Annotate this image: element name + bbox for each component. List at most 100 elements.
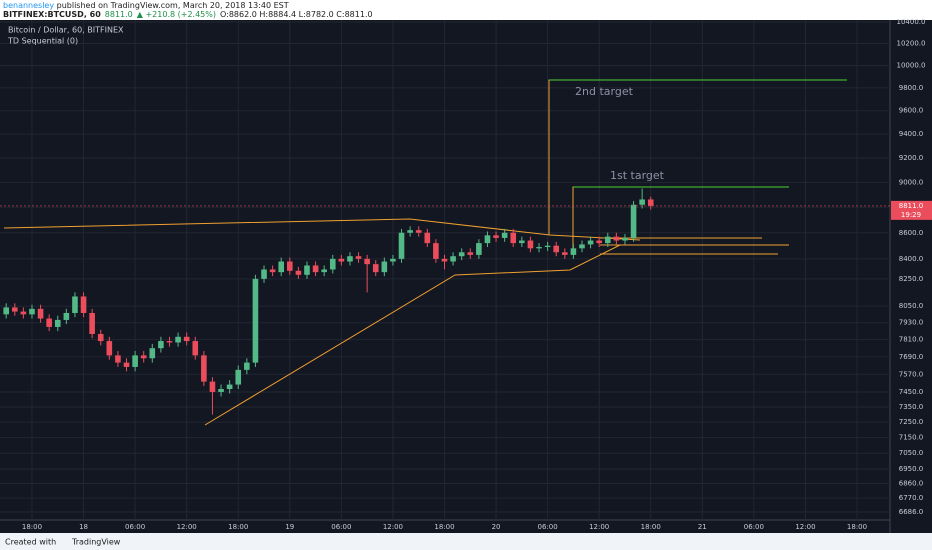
- publish-line: benannesley published on TradingView.com…: [3, 1, 289, 10]
- candle-body: [235, 369, 242, 385]
- y-tick-label: 7930.0: [899, 319, 924, 327]
- candle-body: [295, 270, 302, 275]
- candle-body: [218, 389, 224, 392]
- candle-body: [37, 308, 44, 319]
- candle-body: [287, 261, 293, 271]
- y-tick-label: 9800.0: [899, 84, 924, 92]
- candle-body: [97, 333, 104, 342]
- candle-body: [596, 240, 602, 244]
- candle-body: [458, 252, 465, 257]
- y-tick-label: 7050.0: [899, 449, 924, 457]
- candle-body: [622, 237, 628, 241]
- y-tick-label: 9000.0: [899, 178, 924, 186]
- candle-body: [278, 261, 285, 273]
- x-tick-label: 12:00: [177, 523, 197, 531]
- y-tick-label: 6770.0: [899, 494, 924, 502]
- y-tick-label: 8050.0: [899, 302, 924, 310]
- symbol: BITFINEX:BTCUSD, 60: [3, 10, 101, 19]
- y-tick-label: 7450.0: [899, 388, 924, 396]
- published: published on TradingView.com, March 20, …: [54, 1, 289, 10]
- candle-body: [304, 265, 310, 275]
- candle-body: [54, 319, 61, 327]
- candle-body: [149, 348, 156, 359]
- x-tick-label: 06:00: [125, 523, 145, 531]
- y-tick-label: 9200.0: [899, 154, 924, 162]
- candle-body: [329, 258, 336, 270]
- candle-body: [29, 308, 35, 315]
- x-tick-label: 12:00: [589, 523, 609, 531]
- y-tick-label: 6686.0: [899, 508, 924, 516]
- y-tick-label: 8400.0: [899, 255, 924, 263]
- drawings: [3, 79, 847, 426]
- candle-body: [175, 336, 181, 343]
- x-tick-label: 21: [698, 523, 707, 531]
- candle-body: [527, 240, 534, 249]
- candle-body: [106, 341, 113, 356]
- y-tick-label: 10400.0: [897, 18, 926, 26]
- candle-body: [433, 243, 439, 259]
- y-tick-label: 7250.0: [899, 418, 924, 426]
- candle-body: [89, 312, 95, 334]
- legend-entry: TD Sequential (0): [7, 37, 78, 46]
- candle-body: [604, 236, 611, 244]
- candle-body: [201, 355, 207, 382]
- candle-body: [364, 258, 370, 265]
- candle-body: [450, 256, 456, 262]
- candle-body: [158, 341, 164, 349]
- x-tick-label: 12:00: [383, 523, 403, 531]
- candle-body: [355, 256, 362, 259]
- countdown: 19:29: [901, 211, 921, 219]
- x-tick-label: 06:00: [331, 523, 351, 531]
- candle-body: [244, 362, 250, 370]
- candle-body: [63, 312, 70, 320]
- y-tick-label: 10200.0: [897, 39, 926, 47]
- candle-body: [647, 199, 654, 206]
- candle-body: [390, 258, 396, 262]
- ohlc: O:8862.0 H:8884.4 L:8782.0 C:8811.0: [220, 10, 373, 19]
- candle-body: [639, 199, 645, 205]
- candle-body: [209, 381, 216, 392]
- x-tick-label: 18:00: [22, 523, 42, 531]
- candle-body: [510, 232, 517, 244]
- candle-body: [587, 240, 594, 245]
- x-tick-label: 20: [492, 523, 501, 531]
- x-tick-label: 12:00: [795, 523, 815, 531]
- footer-created: Created with: [5, 538, 56, 547]
- candle-body: [441, 258, 448, 262]
- y-tick-label: 8250.0: [899, 275, 924, 283]
- candle-body: [80, 296, 87, 313]
- y-tick-label: 6950.0: [899, 465, 924, 473]
- candle-body: [415, 230, 422, 233]
- y-tick-label: 7150.0: [899, 434, 924, 442]
- candle-body: [553, 245, 560, 253]
- candle-body: [467, 252, 474, 255]
- header-bg: [0, 0, 932, 20]
- grid: [0, 20, 890, 520]
- x-tick-label: 06:00: [744, 523, 764, 531]
- y-tick-label: 6860.0: [899, 480, 924, 488]
- change: ▲ +210.8 (+2.45%): [137, 10, 216, 19]
- candle-body: [132, 355, 138, 367]
- candle-body: [424, 232, 431, 244]
- candle-body: [312, 265, 319, 273]
- y-tick-label: 7690.0: [899, 353, 924, 361]
- candle-body: [261, 269, 267, 279]
- y-tick-label: 10000.0: [897, 61, 926, 69]
- x-tick-label: 18:00: [434, 523, 454, 531]
- x-tick-label: 06:00: [538, 523, 558, 531]
- y-tick-label: 7570.0: [899, 370, 924, 378]
- y-tick-label: 7350.0: [899, 403, 924, 411]
- candle-body: [192, 341, 199, 356]
- candle-body: [338, 258, 345, 262]
- candle-body: [347, 256, 353, 262]
- candle-body: [46, 318, 52, 327]
- author: benannesley: [3, 1, 54, 10]
- candle-body: [570, 248, 577, 255]
- y-tick-label: 7810.0: [899, 336, 924, 344]
- trend-line: [3, 218, 641, 241]
- y-tick-label: 9600.0: [899, 107, 924, 115]
- candle-body: [407, 230, 413, 233]
- candle-body: [226, 384, 233, 390]
- chart-bg: [0, 20, 932, 533]
- x-tick-label: 18:00: [847, 523, 867, 531]
